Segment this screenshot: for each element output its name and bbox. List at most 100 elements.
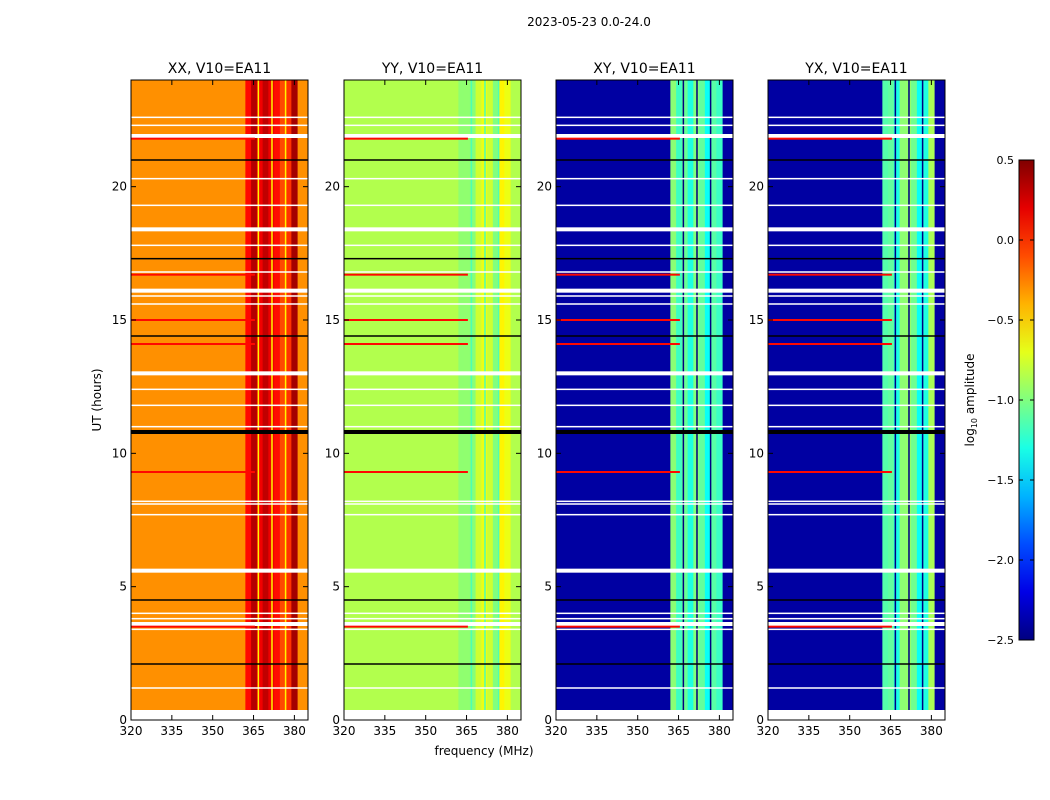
panel-4: YX, V10=EA11 320 335 350 365 380 0 5 10 15 20 xyxy=(749,61,946,738)
channel-gap xyxy=(484,80,486,720)
flagged-row xyxy=(344,116,521,119)
rfi-streak xyxy=(768,343,892,345)
y-tick-label: 5 xyxy=(756,580,764,594)
colorbar-tick-label: 0.0 xyxy=(997,234,1015,247)
colorbar-label-prefix: log xyxy=(963,428,977,446)
y-tick-label: 5 xyxy=(119,580,127,594)
rfi-streak xyxy=(344,319,468,321)
flagged-row xyxy=(344,295,521,297)
band-strip xyxy=(687,80,694,720)
flagged-row xyxy=(556,116,733,119)
flagged-row xyxy=(556,288,733,293)
flagged-row xyxy=(556,177,733,180)
band-strip xyxy=(492,80,500,720)
channel-gap xyxy=(257,80,260,720)
flagged-row xyxy=(768,617,945,620)
flagged-row xyxy=(131,388,308,391)
band-strip xyxy=(245,80,252,720)
x-tick-label: 350 xyxy=(838,724,861,738)
panel-title: YY, V10=EA11 xyxy=(381,61,483,77)
colorbar-label-suffix: amplitude xyxy=(963,354,977,418)
rfi-streak xyxy=(344,625,468,628)
band-strip xyxy=(704,80,712,720)
flagged-row xyxy=(768,513,945,516)
flagged-row xyxy=(556,134,733,138)
flagged-row xyxy=(131,628,308,631)
flagged-row xyxy=(768,303,945,305)
flagged-row xyxy=(768,295,945,297)
y-tick-label: 15 xyxy=(112,313,127,327)
flagged-row xyxy=(556,513,733,516)
rfi-streak xyxy=(131,625,255,628)
flagged-row xyxy=(768,288,945,293)
flagged-row xyxy=(131,295,308,297)
y-tick-label: 20 xyxy=(112,180,127,194)
flagged-row xyxy=(556,295,733,297)
flagged-row xyxy=(768,204,945,207)
panel-1: XX, V10=EA11 320 335 350 365 380 0 5 10 15 20 xyxy=(112,61,309,738)
band-strip xyxy=(262,80,269,720)
flagged-row xyxy=(556,599,733,601)
flagged-row xyxy=(344,568,521,573)
y-tick-label: 0 xyxy=(544,713,552,727)
rfi-streak xyxy=(556,471,680,473)
channel-gap xyxy=(709,80,712,720)
flagged-row xyxy=(768,663,945,665)
flagged-row xyxy=(768,244,945,247)
y-tick-label: 20 xyxy=(537,180,552,194)
flagged-row xyxy=(131,568,308,573)
x-tick-label: 365 xyxy=(242,724,265,738)
flagged-row xyxy=(556,430,733,434)
panel-frame xyxy=(555,79,734,721)
x-tick-label: 320 xyxy=(120,724,143,738)
flagged-row xyxy=(344,134,521,138)
flagged-row xyxy=(131,663,308,665)
flagged-row xyxy=(768,257,945,260)
rfi-streak xyxy=(131,319,255,321)
y-tick-label: 15 xyxy=(749,313,764,327)
flagged-row xyxy=(131,204,308,207)
x-tick-label: 335 xyxy=(160,724,183,738)
flagged-row xyxy=(344,257,521,260)
flagged-row xyxy=(768,430,945,434)
flagged-row xyxy=(131,622,308,626)
no-data-strip xyxy=(344,712,521,720)
flagged-row xyxy=(131,430,308,434)
no-data-strip xyxy=(131,712,308,720)
flagged-row xyxy=(556,159,733,161)
colorbar-tick-label: −0.5 xyxy=(987,314,1014,327)
flagged-row xyxy=(131,134,308,138)
x-tick-label: 380 xyxy=(920,724,943,738)
rfi-streak xyxy=(768,137,892,140)
no-data-strip xyxy=(768,712,945,720)
band-strip xyxy=(888,80,895,720)
flagged-row xyxy=(556,503,733,505)
flagged-row xyxy=(131,303,308,305)
flagged-row xyxy=(131,177,308,180)
colorbar: 0.5 0.0 −0.5 −1.0 −1.5 −2.0 −2.5 xyxy=(987,154,1035,647)
flagged-row xyxy=(131,244,308,247)
rfi-streak xyxy=(768,319,892,321)
flagged-row xyxy=(131,617,308,620)
flagged-row xyxy=(768,371,945,376)
panel-title: YX, V10=EA11 xyxy=(804,61,907,77)
colorbar-tick-label: 0.5 xyxy=(997,154,1015,167)
flagged-row xyxy=(768,612,945,615)
flagged-row xyxy=(768,500,945,503)
rfi-streak xyxy=(131,343,255,345)
flagged-row xyxy=(556,257,733,260)
flagged-row xyxy=(556,227,733,232)
flagged-row xyxy=(344,371,521,376)
band-strip xyxy=(699,80,706,720)
flagged-row xyxy=(556,124,733,127)
x-tick-label: 380 xyxy=(496,724,519,738)
x-tick-label: 350 xyxy=(201,724,224,738)
flagged-row xyxy=(131,257,308,260)
flagged-row xyxy=(768,124,945,127)
heatmap-2 xyxy=(344,80,521,720)
flagged-row xyxy=(344,227,521,232)
flagged-row xyxy=(556,687,733,689)
x-tick-label: 335 xyxy=(373,724,396,738)
rfi-streak xyxy=(556,273,680,276)
flagged-row xyxy=(344,404,521,407)
